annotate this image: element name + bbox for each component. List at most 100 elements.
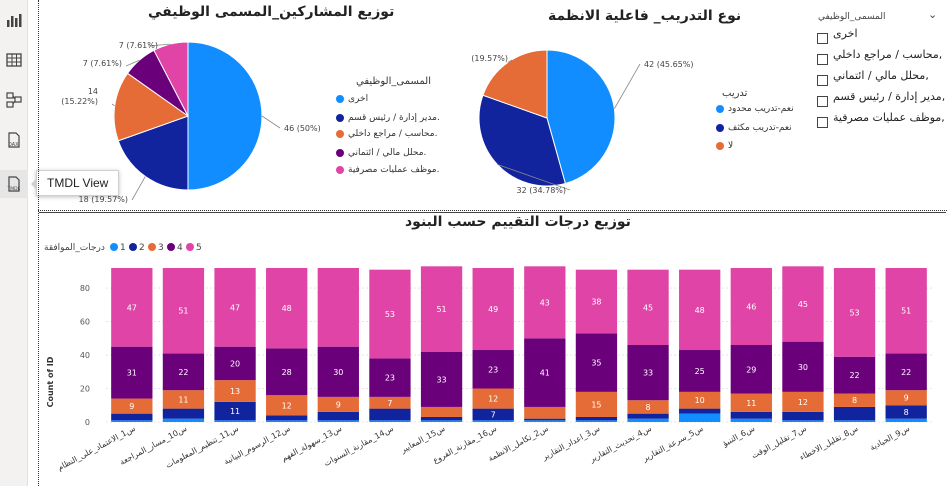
bar-segment[interactable]: [266, 348, 308, 396]
bar-segment[interactable]: [833, 420, 876, 422]
bar-segment[interactable]: [162, 390, 205, 409]
bar-segment[interactable]: [885, 418, 927, 422]
bar-segment[interactable]: [111, 398, 153, 414]
bar-segment[interactable]: [420, 266, 463, 352]
tmdl-view-icon[interactable]: TMDL: [0, 170, 28, 198]
bar-segment[interactable]: [420, 416, 463, 421]
bar-segment[interactable]: [111, 346, 153, 399]
bar-segment[interactable]: [833, 406, 876, 421]
pie1-legend-item[interactable]: اخرى: [336, 94, 368, 104]
pie-slice[interactable]: [113, 72, 190, 142]
bar-segment[interactable]: [317, 268, 359, 347]
checkbox[interactable]: [817, 54, 828, 65]
bar-segment[interactable]: [420, 351, 463, 407]
checkbox[interactable]: [817, 96, 828, 107]
bar-segment[interactable]: [472, 420, 514, 422]
bar-segment[interactable]: [214, 401, 256, 421]
bar-segment[interactable]: [317, 396, 359, 412]
bar-segment[interactable]: [369, 269, 411, 359]
checkbox[interactable]: [817, 33, 828, 44]
bar-segment[interactable]: [730, 418, 772, 422]
bar-segment[interactable]: [782, 341, 824, 392]
bar-segment[interactable]: [420, 420, 463, 422]
slicer-chevron-down-icon[interactable]: ⌄: [928, 8, 938, 21]
bar-segment[interactable]: [214, 268, 256, 347]
bar-legend-dot[interactable]: [110, 243, 118, 251]
bar-segment[interactable]: [472, 408, 514, 421]
bar-segment[interactable]: [111, 413, 153, 421]
slicer-item[interactable]: [817, 92, 828, 111]
model-view-icon[interactable]: [0, 86, 28, 114]
pie-slice[interactable]: [187, 41, 263, 191]
bar-segment[interactable]: [885, 353, 927, 391]
bar-legend-label[interactable]: 1: [120, 243, 126, 253]
bar-segment[interactable]: [162, 408, 205, 419]
bar-segment[interactable]: [575, 333, 618, 392]
bar-segment[interactable]: [524, 418, 566, 421]
bar-segment[interactable]: [266, 268, 308, 349]
bar-legend-label[interactable]: 2: [139, 243, 145, 253]
pie1-chart[interactable]: 46 (50%) 18 (19.57%) 14 7 (7.61%) 7 (7.61%) (…: [40, 22, 340, 208]
slicer-item[interactable]: [817, 50, 828, 69]
bar-legend-dot[interactable]: [167, 243, 175, 251]
bar-legend-label[interactable]: 3: [158, 243, 164, 253]
slicer-item-label[interactable]: اخرى: [833, 27, 858, 40]
pie2-chart[interactable]: 42 (45.65%) 32 (34.78%) 18 (19.57%): [470, 40, 710, 200]
bar-segment[interactable]: [627, 400, 669, 414]
bar-segment[interactable]: [472, 350, 514, 389]
slicer-item-label[interactable]: موظف عمليات مصرفية,: [833, 111, 945, 124]
bar-segment[interactable]: [833, 393, 876, 407]
bar-legend-label[interactable]: 4: [177, 243, 183, 253]
bar-segment[interactable]: [524, 420, 566, 422]
bar-legend-dot[interactable]: [186, 243, 194, 251]
bar-segment[interactable]: [730, 268, 772, 345]
bar-legend-dot[interactable]: [129, 243, 137, 251]
bar-segment[interactable]: [575, 269, 618, 334]
bar-segment[interactable]: [885, 390, 927, 406]
pie1-legend-item[interactable]: محلل مالي / ائتماني.: [336, 148, 426, 158]
bar-segment[interactable]: [679, 269, 721, 351]
bar-segment[interactable]: [730, 345, 772, 394]
bar-segment[interactable]: [679, 408, 721, 414]
pie-slice[interactable]: [117, 115, 189, 191]
bar-segment[interactable]: [679, 350, 721, 392]
bar-segment[interactable]: [782, 391, 824, 412]
bar-segment[interactable]: [162, 268, 205, 354]
bar-segment[interactable]: [575, 416, 618, 421]
bar-segment[interactable]: [472, 388, 514, 409]
bar-segment[interactable]: [317, 420, 359, 422]
slicer-item-label[interactable]: محاسب / مراجع داخلي,: [833, 48, 943, 61]
bar-segment[interactable]: [214, 380, 256, 402]
slicer-item[interactable]: [817, 113, 828, 132]
checkbox[interactable]: [817, 75, 828, 86]
bar-segment[interactable]: [730, 393, 772, 412]
bar-segment[interactable]: [369, 408, 411, 421]
bar-segment[interactable]: [317, 411, 359, 421]
bar-legend-label[interactable]: 5: [196, 243, 202, 253]
bar-segment[interactable]: [420, 406, 463, 417]
bar-segment[interactable]: [369, 420, 411, 422]
bar-segment[interactable]: [627, 418, 669, 422]
bar-segment[interactable]: [266, 415, 308, 421]
bar-segment[interactable]: [679, 391, 721, 409]
pie2-legend-item[interactable]: لا: [716, 141, 733, 151]
bar-segment[interactable]: [214, 420, 256, 422]
bar-segment[interactable]: [111, 420, 153, 422]
pie1-legend-item[interactable]: موظف عمليات مصرفية.: [336, 165, 439, 175]
bar-segment[interactable]: [627, 345, 669, 401]
bar-segment[interactable]: [369, 358, 411, 397]
dax-query-icon[interactable]: DAX: [0, 126, 28, 154]
pie1-legend-item[interactable]: محاسب / مراجع داخلي.: [336, 129, 437, 139]
bar-segment[interactable]: [782, 420, 824, 422]
slicer-item[interactable]: [817, 71, 828, 90]
pie-slice[interactable]: [153, 41, 189, 117]
slicer-item-label[interactable]: مدير إدارة / رئيس قسم,: [833, 90, 946, 103]
pie1-legend-item[interactable]: مدير إدارة / رئيس قسم.: [336, 113, 440, 123]
bar-segment[interactable]: [214, 346, 256, 381]
pie2-legend-item[interactable]: نعم-تدريب محدود: [716, 104, 794, 114]
pie-slice[interactable]: [546, 49, 616, 185]
bar-segment[interactable]: [679, 413, 721, 422]
bar-segment[interactable]: [162, 353, 205, 391]
table-view-icon[interactable]: [0, 46, 28, 74]
